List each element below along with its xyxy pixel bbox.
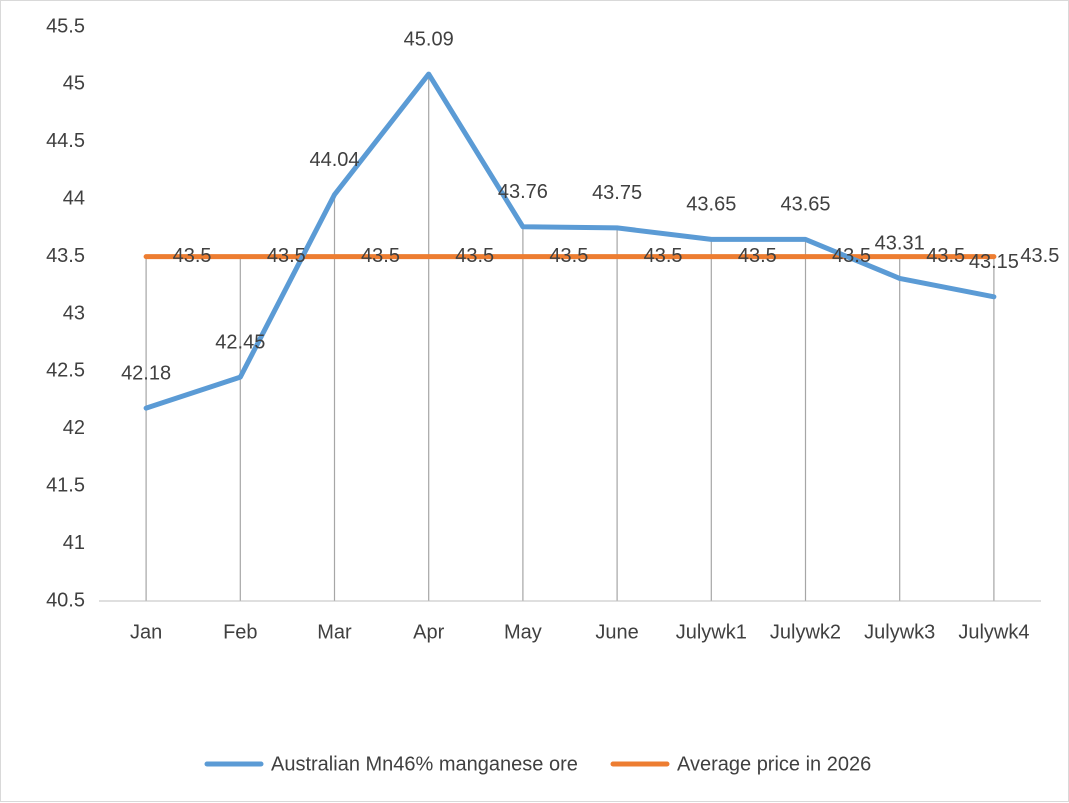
x-axis-ticks: Jan Feb Mar Apr May June Julywk1 Julywk2 Julywk3… — [130, 621, 1029, 643]
y-tick-label: 42 — [63, 417, 85, 439]
y-tick-label: 44 — [63, 187, 85, 209]
x-tick-label: June — [595, 621, 638, 643]
data-label: 43.5 — [549, 245, 588, 267]
legend-label: Average price in 2026 — [677, 753, 871, 775]
x-tick-label: Julywk4 — [958, 621, 1029, 643]
data-label: 43.65 — [780, 194, 830, 216]
data-label: 43.65 — [686, 194, 736, 216]
data-label: 43.5 — [832, 245, 871, 267]
data-label: 43.5 — [455, 245, 494, 267]
drop-lines — [145, 74, 995, 601]
data-label: 43.31 — [875, 233, 925, 255]
data-label: 43.5 — [644, 245, 683, 267]
y-tick-label: 43 — [63, 302, 85, 324]
data-label: 44.04 — [309, 149, 359, 171]
y-tick-label: 45.5 — [46, 15, 85, 37]
data-label: 43.5 — [361, 245, 400, 267]
y-axis-ticks: 40.5 41 41.5 42 42.5 43 43.5 44 44.5 45 45.5 — [46, 15, 85, 611]
data-label: 43.75 — [592, 182, 642, 204]
data-label: 43.5 — [267, 245, 306, 267]
y-tick-label: 45 — [63, 73, 85, 95]
data-label: 43.5 — [1020, 245, 1059, 267]
data-label: 43.5 — [926, 245, 965, 267]
y-tick-label: 44.5 — [46, 130, 85, 152]
x-tick-label: Julywk3 — [864, 621, 935, 643]
data-label: 45.09 — [404, 28, 454, 50]
y-tick-label: 43.5 — [46, 245, 85, 267]
x-tick-label: Julywk2 — [770, 621, 841, 643]
x-tick-label: Apr — [413, 621, 444, 643]
y-tick-label: 41.5 — [46, 474, 85, 496]
data-label: 43.5 — [173, 245, 212, 267]
y-tick-label: 42.5 — [46, 360, 85, 382]
legend: Australian Mn46% manganese ore Average pr… — [204, 753, 871, 775]
y-tick-label: 41 — [63, 532, 85, 554]
x-tick-label: Jan — [130, 621, 162, 643]
data-label: 43.5 — [738, 245, 777, 267]
data-label: 43.15 — [969, 251, 1019, 273]
data-labels: 42.18 42.45 44.04 45.09 43.76 43.75 43.65 43.65… — [121, 28, 1059, 384]
x-tick-label: May — [504, 621, 542, 643]
x-tick-label: Julywk1 — [676, 621, 747, 643]
x-tick-label: Mar — [317, 621, 352, 643]
data-label: 42.45 — [215, 331, 265, 353]
y-tick-label: 40.5 — [46, 589, 85, 611]
data-label: 43.76 — [498, 181, 548, 203]
series-line-0 — [143, 71, 997, 411]
legend-label: Australian Mn46% manganese ore — [271, 753, 578, 775]
data-label: 42.18 — [121, 362, 171, 384]
x-tick-label: Feb — [223, 621, 257, 643]
series-lines — [143, 71, 997, 411]
